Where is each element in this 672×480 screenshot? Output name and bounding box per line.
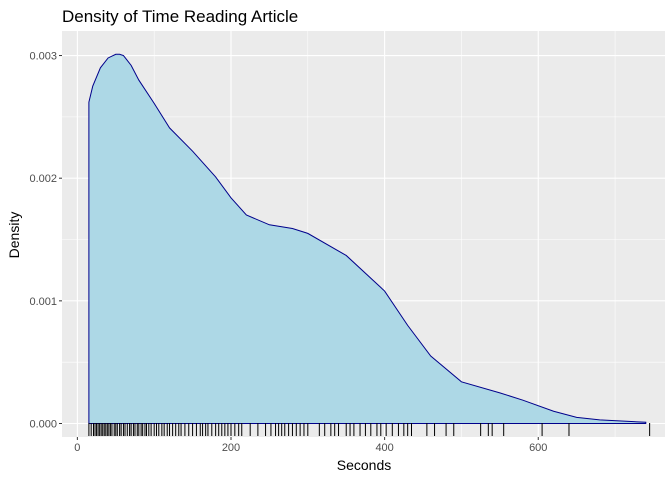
y-tick-label: 0.001 — [29, 296, 57, 308]
x-axis: 0 200 400 600 — [74, 437, 547, 454]
y-axis-title: Density — [6, 212, 22, 259]
x-tick-label: 0 — [74, 442, 80, 454]
y-axis: 0.000 0.001 0.002 0.003 — [29, 51, 62, 431]
x-tick-label: 200 — [222, 442, 240, 454]
x-tick-label: 400 — [375, 442, 393, 454]
rug-marks — [88, 423, 651, 436]
y-tick-label: 0.003 — [29, 51, 57, 63]
chart-title: Density of Time Reading Article — [62, 7, 298, 26]
x-axis-title: Seconds — [337, 457, 391, 473]
y-tick-label: 0.002 — [29, 173, 57, 185]
x-tick-label: 600 — [529, 442, 547, 454]
density-area — [88, 53, 647, 425]
y-tick-label: 0.000 — [29, 419, 57, 431]
